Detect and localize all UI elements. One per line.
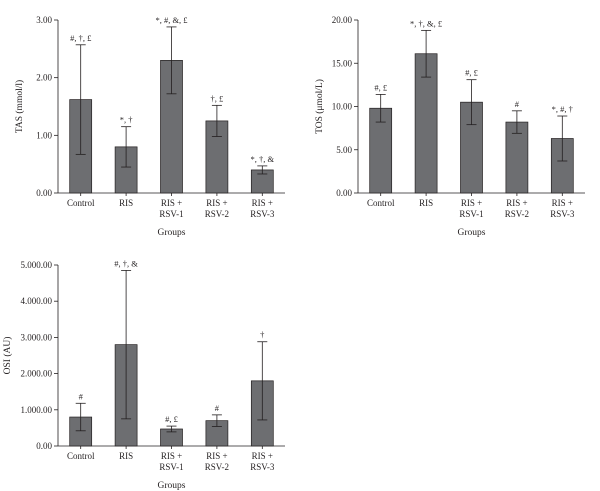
x-axis-label: Groups [158, 481, 186, 491]
significance-label: #, †, £ [70, 33, 91, 43]
x-tick-label: RIS + [252, 451, 273, 461]
y-tick-label: 0.00 [36, 441, 52, 451]
x-tick-label: Control [67, 451, 95, 461]
y-tick-label: 1.00 [36, 130, 52, 140]
significance-label: #, †, & [114, 258, 138, 268]
x-tick-label: RSV-3 [550, 209, 575, 219]
x-tick-label: RIS [419, 198, 433, 208]
y-axis-label: TAS (mmol/l) [14, 80, 25, 133]
significance-label: # [79, 391, 84, 401]
y-tick-label: 0.00 [336, 188, 352, 198]
chart-tas: 0.00 1.00 2.00 3.00 TAS (mmol/l) #, †, £ Contr… [14, 15, 285, 238]
x-tick-label: RIS + [252, 198, 273, 208]
x-tick-label: RIS + [161, 451, 182, 461]
chart-tos: 0.00 5.00 10.00 15.00 20.00 TOS (μmol/L) #, £ C… [314, 15, 585, 238]
significance-label: †, £ [211, 93, 224, 103]
significance-label: # [515, 99, 520, 109]
x-tick-label: RIS [119, 451, 133, 461]
significance-label: *, †, & [250, 154, 274, 164]
x-tick-label: RSV-2 [205, 209, 229, 219]
x-tick-label: RIS [119, 198, 133, 208]
y-tick-label: 3.00 [36, 15, 52, 25]
x-tick-label: RSV-3 [250, 209, 275, 219]
x-tick-label: RIS + [461, 198, 482, 208]
x-tick-label: RIS + [506, 198, 527, 208]
x-tick-label: RIS + [161, 198, 182, 208]
x-tick-label: RSV-1 [459, 209, 483, 219]
y-tick-label: 4.000.00 [21, 296, 53, 306]
x-tick-label: RSV-1 [159, 462, 183, 472]
chart-osi: 0.00 1.000.00 2.000.00 3.000.00 4.000.00 5.00… [2, 258, 285, 491]
y-tick-label: 15.00 [332, 58, 353, 68]
significance-label: #, £ [374, 82, 387, 92]
y-tick-label: 5.000.00 [21, 260, 53, 270]
x-tick-label: RIS + [206, 198, 227, 208]
x-tick-label: RIS + [552, 198, 573, 208]
y-axis-label: TOS (μmol/L) [314, 79, 325, 134]
y-tick-label: 20.00 [332, 15, 353, 25]
significance-label: # [215, 403, 220, 413]
x-axis-label: Groups [158, 228, 186, 238]
x-tick-label: RSV-2 [505, 209, 529, 219]
significance-label: *, †, &, £ [410, 18, 442, 28]
y-tick-label: 0.00 [36, 188, 52, 198]
y-tick-label: 3.000.00 [21, 332, 53, 342]
y-tick-label: 1.000.00 [21, 405, 53, 415]
y-tick-label: 2.00 [36, 73, 52, 83]
significance-label: #, £ [165, 414, 178, 424]
significance-label: *, #, &, £ [155, 15, 187, 25]
x-tick-label: RSV-2 [205, 462, 229, 472]
x-tick-label: RSV-3 [250, 462, 275, 472]
significance-label: † [260, 330, 264, 340]
x-tick-label: Control [67, 198, 95, 208]
significance-label: #, £ [465, 68, 478, 78]
x-tick-label: RSV-1 [159, 209, 183, 219]
x-tick-label: RIS + [206, 451, 227, 461]
y-tick-label: 10.00 [332, 102, 353, 112]
x-tick-label: Control [367, 198, 395, 208]
y-tick-label: 5.00 [336, 145, 352, 155]
y-axis-label: OSI (AU) [2, 337, 13, 375]
x-axis-label: Groups [458, 228, 486, 238]
significance-label: *, † [120, 115, 133, 125]
y-tick-label: 2.000.00 [21, 369, 53, 379]
significance-label: *, #, † [552, 104, 573, 114]
